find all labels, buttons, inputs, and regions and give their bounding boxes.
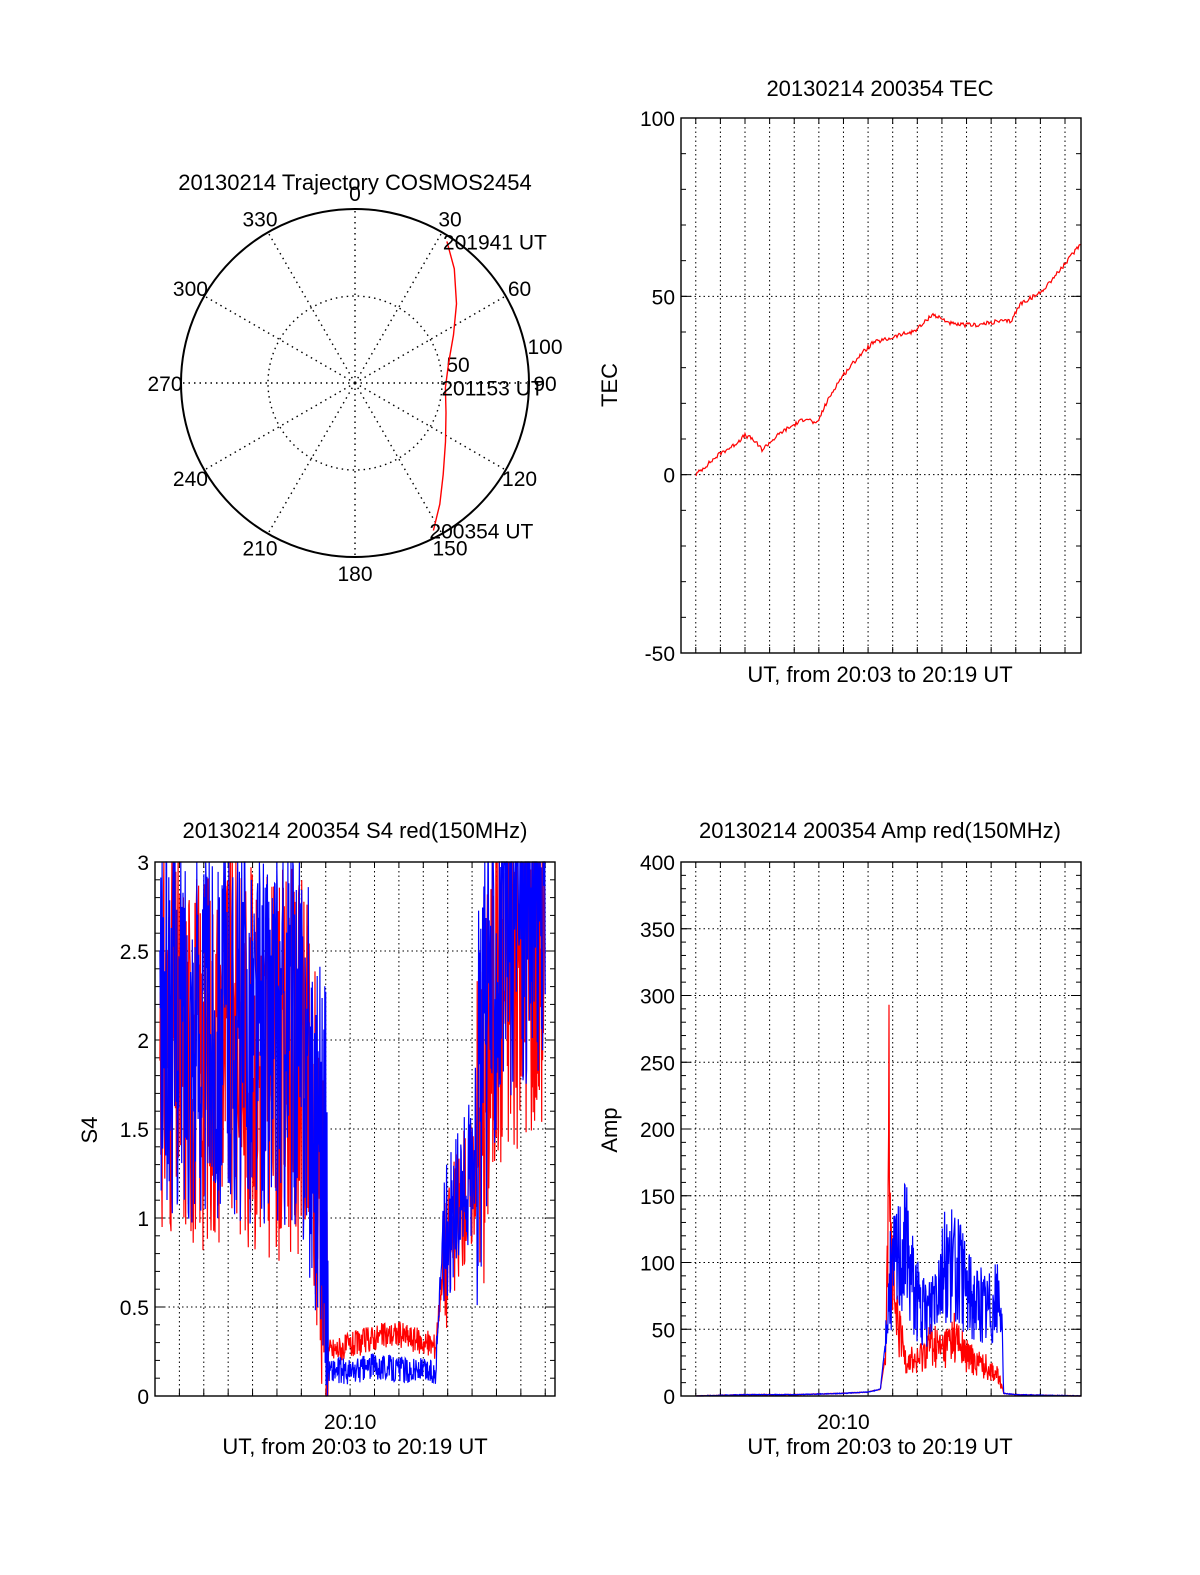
amp-series: [695, 1004, 1081, 1397]
amp-chart: 20130214 200354 Amp red(150MHz) UT, from…: [597, 818, 1082, 1459]
y-tick-label: 50: [652, 286, 675, 309]
s4-plot-frame: [154, 861, 556, 1397]
x-tick-label: 20:10: [817, 1411, 870, 1434]
amp-grid: 0 50 100 150 200 250 300 350 400 20:10: [640, 852, 1081, 1434]
y-tick-label: 250: [640, 1052, 675, 1075]
y-tick-label: 1.5: [120, 1119, 149, 1142]
amp-line-red: [695, 1004, 1081, 1397]
y-tick-label: -50: [645, 643, 675, 666]
tec-xlabel: UT, from 20:03 to 20:19 UT: [747, 662, 1012, 687]
amp-line-blue: [695, 1182, 1081, 1397]
trajectory-series: [432, 241, 458, 531]
polar-outer-ring: [180, 208, 530, 558]
amp-xlabel: UT, from 20:03 to 20:19 UT: [747, 1434, 1012, 1459]
polar-grid: [180, 208, 530, 558]
trajectory-title: 20130214 Trajectory COSMOS2454: [178, 170, 531, 195]
polar-angle-label: 30: [438, 208, 461, 231]
y-tick-label: 0: [663, 465, 675, 488]
trajectory-time-label: 201153 UT: [441, 378, 544, 401]
s4-ylabel: S4: [77, 1117, 102, 1144]
polar-angle-label: 120: [502, 468, 537, 491]
polar-angle-label: 0: [349, 183, 361, 206]
polar-inner-ring: [267, 295, 443, 471]
s4-chart: 20130214 200354 S4 red(150MHz) UT, from …: [77, 818, 556, 1459]
tec-title: 20130214 200354 TEC: [766, 76, 993, 101]
y-tick-label: 300: [640, 986, 675, 1009]
y-tick-label: 0.5: [120, 1297, 149, 1320]
tec-line-red: [695, 243, 1082, 477]
y-tick-label: 400: [640, 852, 675, 875]
polar-spoke: [354, 382, 443, 535]
s4-title: 20130214 200354 S4 red(150MHz): [183, 818, 528, 843]
polar-radius-label: 100: [527, 336, 562, 359]
polar-angle-label: 210: [242, 538, 277, 561]
amp-title: 20130214 200354 Amp red(150MHz): [699, 818, 1061, 843]
x-tick-label: 20:10: [324, 1411, 377, 1434]
y-tick-label: 2.5: [120, 941, 149, 964]
polar-angle-label: 330: [242, 208, 277, 231]
y-tick-label: 200: [640, 1119, 675, 1142]
s4-line-blue: [159, 861, 546, 1397]
trajectory-line: [432, 241, 458, 531]
trajectory-time-label: 200354 UT: [429, 520, 533, 543]
polar-spoke: [203, 295, 356, 384]
polar-angle-label: 60: [508, 278, 531, 301]
polar-spoke: [354, 231, 443, 384]
polar-angle-label: 180: [337, 563, 372, 586]
tec-series: [695, 243, 1082, 477]
polar-angle-label: 150: [432, 538, 467, 561]
polar-angle-labels: 0 30 60 90 120 150 180 210 240 270 300 330 50 100: [147, 183, 562, 586]
y-tick-label: 0: [663, 1386, 675, 1409]
y-tick-label: 2: [137, 1030, 149, 1053]
y-tick-label: 150: [640, 1186, 675, 1209]
polar-angle-label: 240: [173, 468, 208, 491]
amp-plot-frame: [680, 861, 1082, 1397]
trajectory-polar-chart: 20130214 Trajectory COSMOS2454 0 30 60 90 12…: [147, 170, 562, 586]
tec-chart: 20130214 200354 TEC UT, from 20:03 to 20…: [597, 76, 1082, 687]
y-tick-label: 50: [652, 1319, 675, 1342]
s4-xlabel: UT, from 20:03 to 20:19 UT: [222, 1434, 487, 1459]
polar-spoke: [267, 231, 356, 384]
trajectory-time-label: 201941 UT: [443, 231, 547, 254]
y-tick-label: 100: [640, 108, 675, 131]
amp-ylabel: Amp: [597, 1107, 622, 1152]
polar-radius-label: 50: [446, 354, 469, 377]
polar-spoke: [267, 382, 356, 535]
y-tick-label: 1: [137, 1208, 149, 1231]
tec-grid: -50 0 50 100: [640, 108, 1081, 666]
polar-spoke: [203, 382, 356, 471]
polar-angle-label: 270: [147, 373, 182, 396]
polar-spoke: [354, 382, 507, 471]
s4-series: [159, 861, 546, 1397]
tec-plot-frame: [680, 117, 1082, 654]
y-tick-label: 0: [137, 1386, 149, 1409]
y-tick-label: 100: [640, 1253, 675, 1276]
tec-ylabel: TEC: [597, 363, 622, 407]
trajectory-annotations: 201941 UT 201153 UT 200354 UT: [429, 231, 547, 543]
y-tick-label: 3: [137, 852, 149, 875]
polar-spoke: [354, 295, 507, 384]
polar-angle-label: 90: [533, 373, 556, 396]
polar-angle-label: 300: [173, 278, 208, 301]
y-tick-label: 350: [640, 919, 675, 942]
